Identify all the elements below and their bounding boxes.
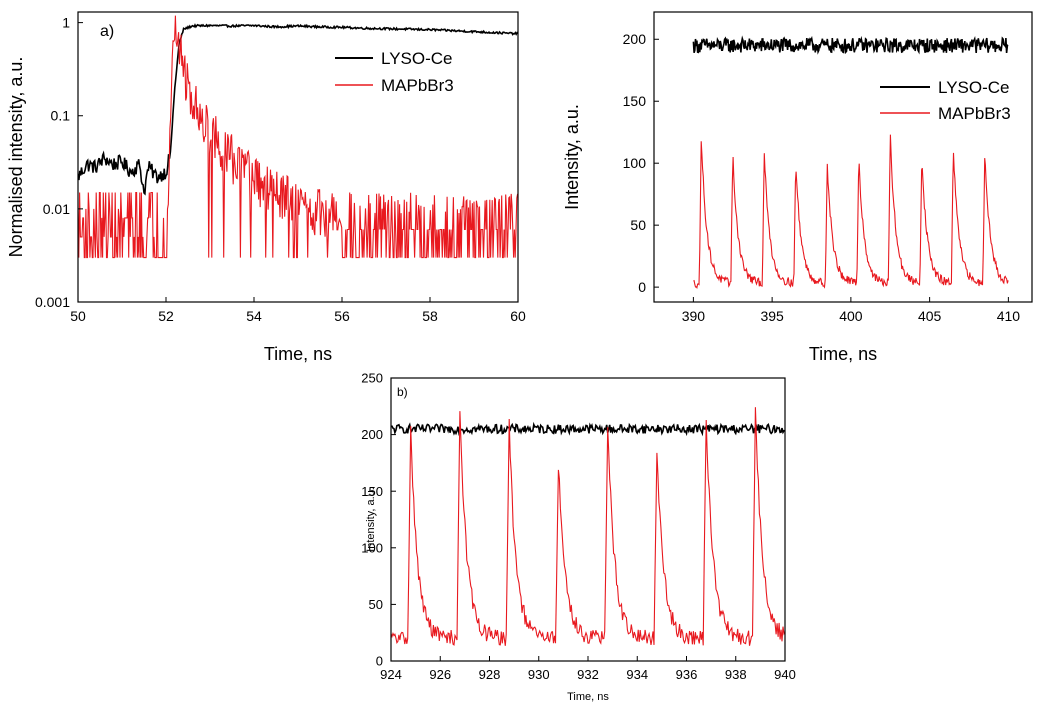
x-tick-label: 390 xyxy=(682,308,706,324)
plot-frame xyxy=(390,377,786,662)
legend: LYSO-Ce MAPbBr3 xyxy=(880,78,1011,123)
plot-frame xyxy=(653,11,1033,303)
x-tick-label: 936 xyxy=(676,667,698,682)
panel-label: a) xyxy=(100,23,114,40)
series-line-lyso-ce xyxy=(78,23,518,196)
y-tick-label: 150 xyxy=(361,484,383,499)
y-tick-label: 200 xyxy=(623,31,647,47)
y-tick-label: 0 xyxy=(376,654,383,669)
series-line-lyso-ce xyxy=(692,35,1009,55)
y-tick-label: 0.001 xyxy=(35,294,70,310)
series-line-mapbbr3 xyxy=(693,134,1009,289)
x-tick-label: 928 xyxy=(479,667,501,682)
x-tick-label: 934 xyxy=(626,667,648,682)
x-axis-label: Time, ns xyxy=(567,691,609,703)
y-tick-label: 50 xyxy=(630,217,646,233)
legend-entry: MAPbBr3 xyxy=(938,104,1011,123)
x-tick-label: 932 xyxy=(577,667,599,682)
x-tick-label: 410 xyxy=(997,308,1021,324)
x-tick-label: 938 xyxy=(725,667,747,682)
x-tick-label: 924 xyxy=(380,667,402,682)
plot-area xyxy=(391,407,785,646)
plot-area xyxy=(78,15,518,259)
y-tick-label: 150 xyxy=(623,93,647,109)
chart-panel-b: 924 926 928 930 932 934 936 938 940 0 50 100 150 200 2… xyxy=(361,371,796,703)
x-tick-label: 940 xyxy=(774,667,796,682)
y-tick-label: 200 xyxy=(361,427,383,442)
x-tick-label: 56 xyxy=(334,308,350,324)
plot-area xyxy=(692,35,1009,289)
y-tick-label: 1 xyxy=(62,15,70,31)
x-tick-label: 54 xyxy=(246,308,262,324)
x-tick-label: 50 xyxy=(70,308,86,324)
x-tick-label: 926 xyxy=(429,667,451,682)
y-tick-label: 250 xyxy=(361,371,383,386)
x-tick-label: 400 xyxy=(839,308,863,324)
y-axis-label: Intensity, a.u. xyxy=(365,487,377,552)
series-line-mapbbr3 xyxy=(391,407,785,646)
series-line-mapbbr3 xyxy=(78,15,518,259)
legend-entry: LYSO-Ce xyxy=(381,49,453,68)
legend-entry: LYSO-Ce xyxy=(938,78,1010,97)
legend: LYSO-Ce MAPbBr3 xyxy=(335,49,454,95)
y-axis-label: Normalised intensity, a.u. xyxy=(6,57,26,258)
series-line-lyso-ce xyxy=(391,421,785,437)
legend-entry: MAPbBr3 xyxy=(381,76,454,95)
y-tick-label: 50 xyxy=(369,597,383,612)
y-tick-label: 0.01 xyxy=(43,201,70,217)
x-tick-label: 395 xyxy=(760,308,784,324)
y-tick-label: 0 xyxy=(638,279,646,295)
chart-panel-a: 50 52 54 56 58 60 0.001 0.01 0.1 1 Time, ns Normali… xyxy=(6,11,526,364)
x-tick-label: 58 xyxy=(422,308,438,324)
x-tick-label: 52 xyxy=(158,308,174,324)
y-tick-label: 0.1 xyxy=(51,108,71,124)
y-tick-label: 100 xyxy=(361,540,383,555)
x-axis-label: Time, ns xyxy=(809,344,877,364)
y-axis-label: Intensity, a.u. xyxy=(562,104,582,210)
chart-panel-top-right: 390 395 400 405 410 0 50 100 150 200 Time, ns Inten… xyxy=(562,11,1033,364)
plot-frame xyxy=(77,11,519,303)
panel-label: b) xyxy=(397,385,408,399)
x-tick-label: 930 xyxy=(528,667,550,682)
x-tick-label: 60 xyxy=(510,308,526,324)
x-tick-label: 405 xyxy=(918,308,942,324)
y-tick-label: 100 xyxy=(623,155,647,171)
x-axis-label: Time, ns xyxy=(264,344,332,364)
